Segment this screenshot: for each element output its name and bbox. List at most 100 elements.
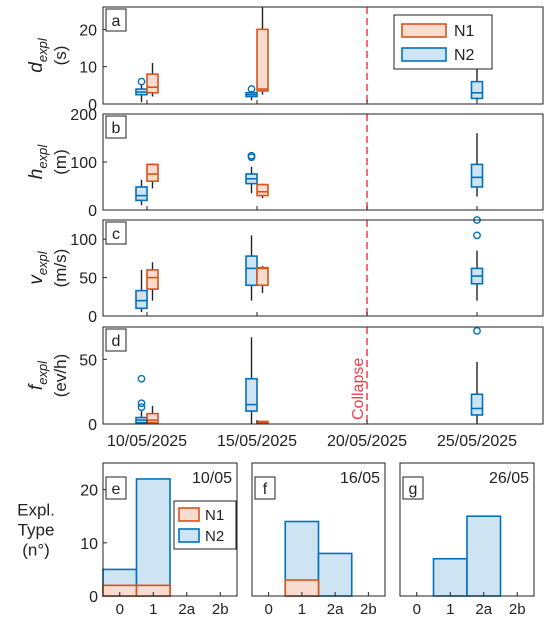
y-tick-label: 10 (80, 536, 98, 553)
y-tick-label: 50 (79, 271, 97, 288)
box-body (146, 163, 159, 182)
axes-frame (102, 326, 544, 425)
date-label: 10/05 (192, 470, 232, 487)
x-tick-label: 2a (475, 601, 492, 618)
outlier-point (473, 231, 481, 240)
y-axis-symbol-sub: expl (35, 250, 50, 275)
panel-f: 0 1 2a 2b f 16/05 (251, 462, 386, 618)
x-tick-label: 1 (298, 601, 306, 618)
y-axis-label: hexpl (m) (26, 144, 70, 180)
panel-label-box (105, 221, 127, 245)
x-tick-label: 2a (178, 601, 195, 618)
y-tick-label: 20 (80, 483, 98, 500)
outlier-point (137, 77, 146, 86)
panel-label-box (254, 476, 276, 500)
y-tick-label: 0 (88, 97, 97, 114)
legend-label-n1: N1 (454, 23, 475, 40)
legend-label-n2: N2 (454, 47, 475, 64)
box-body (470, 163, 484, 188)
y-tick-label: 200 (70, 107, 97, 124)
y-axis-unit: (n°) (22, 541, 50, 560)
y-axis-symbol: dexpl (26, 37, 50, 73)
box-n2 (135, 374, 148, 424)
panel-label: f (263, 481, 268, 498)
x-tick-label: 2b (360, 601, 377, 618)
date-label: 26/05 (489, 470, 529, 487)
box-body (470, 80, 484, 100)
panel-label: g (409, 481, 418, 498)
panel-label-box (402, 476, 424, 500)
x-tick-label: 0 (116, 601, 124, 618)
y-axis-symbol-main: h (26, 169, 47, 180)
y-axis-symbol: vexpl (26, 250, 50, 284)
y-axis-symbol-main: f (26, 383, 47, 390)
box-n1 (256, 266, 269, 293)
y-axis-label: vexpl (m/s) (26, 249, 70, 288)
box-body (245, 255, 258, 287)
y-axis-label-line2: Type (18, 521, 55, 540)
y-axis-symbol-sub: expl (35, 37, 50, 62)
y-axis-symbol-main: v (26, 274, 47, 285)
y-axis-label-line1: Expl. (17, 501, 55, 520)
legend-label-n2: N2 (205, 528, 224, 545)
outlier-point (247, 85, 256, 93)
legend-swatch-n1 (178, 507, 200, 522)
y-axis-symbol: fexpl (26, 360, 50, 390)
collapse-label-group: Collapse (350, 358, 367, 420)
x-tick-label: 15/05/2025 (217, 433, 297, 450)
panel-label-box (105, 115, 127, 139)
box-body (245, 377, 258, 412)
box-n2 (470, 133, 484, 197)
panel-label-box (105, 476, 127, 500)
panel-d: 0 50 d fexpl (ev/h) 10/05/2025 15/05/2025 20/05… (26, 326, 544, 450)
panel-label: d (112, 333, 121, 350)
panel-label: e (112, 481, 121, 498)
box-body (146, 412, 159, 424)
y-tick-label: 0 (88, 203, 97, 220)
box-n2 (470, 66, 484, 101)
box-n1 (256, 7, 269, 95)
panel-label: a (112, 13, 121, 30)
panel-label-box (105, 8, 127, 32)
x-tick-label: 1 (149, 601, 157, 618)
x-tick-label: 2a (327, 601, 344, 618)
outlier-point (247, 151, 256, 160)
box-n2 (135, 179, 148, 206)
box-body (470, 393, 484, 416)
y-tick-label: 100 (70, 155, 97, 172)
box-body (256, 266, 269, 287)
y-axis-label: Expl.Type(n°) (17, 501, 55, 560)
box-n1 (146, 262, 159, 301)
collapse-label: Collapse (350, 358, 367, 420)
box-body (135, 186, 148, 202)
box-n2 (470, 326, 484, 424)
panel-label-box (105, 328, 127, 352)
legend-swatch-n2 (178, 528, 200, 543)
outlier-point (137, 399, 146, 408)
axes-frame (251, 462, 386, 597)
box-body (256, 28, 269, 92)
panel-g: 0 1 2a 2b g 26/05 (399, 462, 535, 618)
x-tick-label: 2b (509, 601, 526, 618)
axes-frame (102, 462, 238, 597)
x-tick-label: 25/05/2025 (437, 433, 517, 450)
y-axis-label: dexpl (s) (26, 37, 70, 73)
box-n1 (146, 405, 159, 424)
panel-label: c (112, 226, 120, 243)
y-tick-label: 0 (88, 309, 97, 326)
x-tick-label: 2b (212, 601, 229, 618)
y-axis-symbol-sub: expl (35, 144, 50, 169)
box-n2 (135, 269, 148, 313)
y-tick-label: 50 (79, 352, 97, 369)
outlier-point (137, 374, 146, 383)
date-label: 16/05 (340, 470, 380, 487)
axes-frame (399, 462, 535, 597)
y-axis-symbol: hexpl (26, 144, 50, 180)
panel-label: b (112, 120, 121, 137)
y-tick-label: 0 (89, 589, 98, 606)
